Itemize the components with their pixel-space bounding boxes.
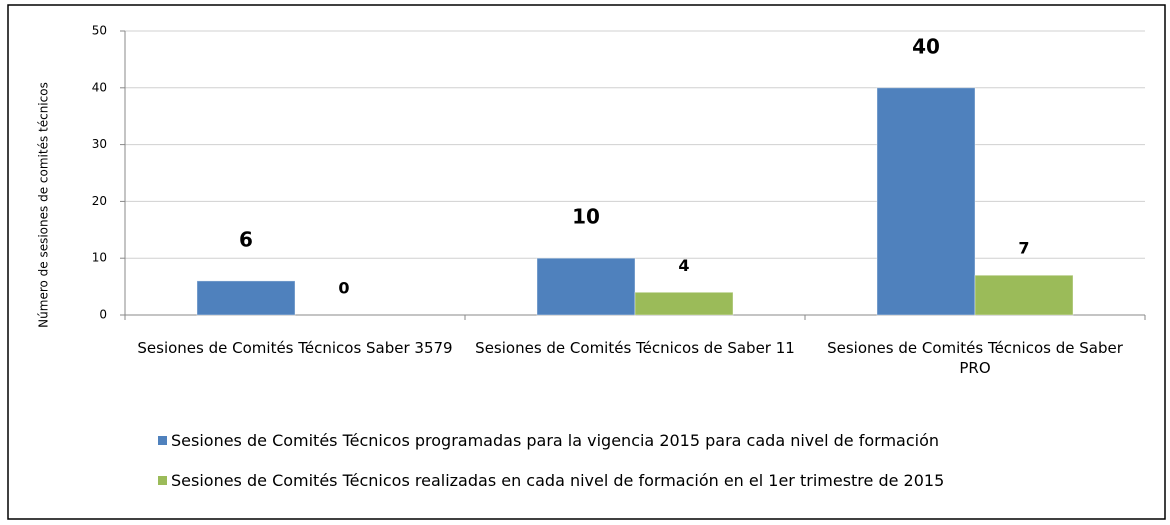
bar xyxy=(634,291,734,316)
y-tick-label: 50 xyxy=(92,24,107,38)
bar xyxy=(974,274,1074,316)
data-label: 7 xyxy=(1018,239,1029,258)
legend-swatch xyxy=(158,436,167,445)
y-tick-label: 30 xyxy=(92,137,107,151)
legend-label: Sesiones de Comités Técnicos programadas… xyxy=(171,431,939,450)
y-tick-label: 10 xyxy=(92,251,107,265)
data-label: 0 xyxy=(338,279,349,298)
legend-entry: Sesiones de Comités Técnicos realizadas … xyxy=(158,471,944,490)
x-tick-label: Sesiones de Comités Técnicos de Saber 11 xyxy=(475,339,795,357)
y-tick-label: 0 xyxy=(99,308,107,322)
y-tick-label: 20 xyxy=(92,194,107,208)
legend-entry: Sesiones de Comités Técnicos programadas… xyxy=(158,431,939,450)
legend-label: Sesiones de Comités Técnicos realizadas … xyxy=(171,471,945,490)
legend-swatch xyxy=(158,476,167,485)
bar xyxy=(196,280,296,316)
data-label: 4 xyxy=(678,256,689,275)
x-tick-label: Sesiones de Comités Técnicos de Saber PR… xyxy=(827,339,1123,377)
data-label: 40 xyxy=(912,34,940,58)
bar xyxy=(536,257,636,316)
x-tick-label: Sesiones de Comités Técnicos Saber 3579 xyxy=(137,339,453,357)
data-label: 6 xyxy=(239,227,253,251)
bar xyxy=(876,87,976,316)
y-axis-label: Número de sesiones de comités técnicos xyxy=(37,82,51,328)
data-label: 10 xyxy=(572,205,600,229)
y-tick-label: 40 xyxy=(92,80,107,94)
